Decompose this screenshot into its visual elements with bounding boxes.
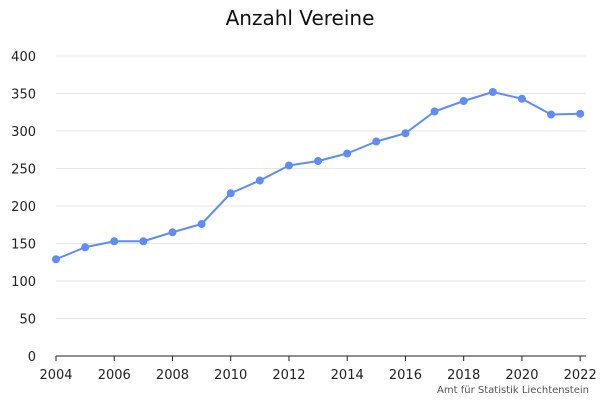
data-point bbox=[81, 243, 90, 252]
x-tick-label: 2006 bbox=[98, 368, 131, 383]
x-tick-label: 2022 bbox=[564, 368, 597, 383]
chart-title: Anzahl Vereine bbox=[225, 6, 375, 30]
series-line bbox=[55, 91, 581, 261]
source-note: Amt für Statistik Liechtenstein bbox=[437, 385, 589, 396]
y-tick-label: 0 bbox=[28, 350, 36, 365]
data-point bbox=[284, 161, 293, 170]
x-tick-label: 2016 bbox=[389, 368, 422, 383]
x-tick-label: 2004 bbox=[39, 368, 72, 383]
x-tick-label: 2018 bbox=[447, 368, 480, 383]
y-tick-label: 300 bbox=[11, 125, 36, 140]
y-tick-label: 200 bbox=[11, 200, 36, 215]
data-point bbox=[139, 237, 148, 246]
data-point bbox=[430, 107, 439, 116]
x-tick-label: 2010 bbox=[214, 368, 247, 383]
data-point bbox=[168, 228, 177, 237]
data-point bbox=[314, 157, 323, 165]
data-series bbox=[52, 88, 585, 264]
data-point bbox=[459, 97, 468, 105]
data-point bbox=[401, 129, 410, 138]
data-point bbox=[197, 220, 206, 228]
data-point bbox=[255, 176, 264, 185]
y-tick-label: 100 bbox=[11, 275, 36, 290]
y-tick-label: 50 bbox=[19, 313, 36, 328]
data-point bbox=[547, 110, 556, 119]
data-point bbox=[488, 88, 497, 96]
y-tick-label: 250 bbox=[11, 163, 36, 178]
x-tick-label: 2008 bbox=[156, 368, 189, 383]
x-tick-label: 2014 bbox=[331, 368, 364, 383]
y-tick-label: 400 bbox=[11, 50, 36, 65]
data-point bbox=[226, 189, 235, 198]
axes bbox=[55, 355, 586, 361]
x-tick-labels: 2004 2006 2008 2010 2012 2014 2016 2018 2020 2022 bbox=[39, 368, 596, 383]
y-tick-label: 150 bbox=[11, 238, 36, 253]
data-point bbox=[343, 149, 352, 158]
data-point bbox=[52, 255, 60, 264]
y-tick-labels: 0 50 100 150 200 250 300 350 400 bbox=[11, 50, 36, 365]
data-point bbox=[110, 237, 119, 246]
y-tick-label: 350 bbox=[11, 88, 36, 103]
x-tick-label: 2020 bbox=[505, 368, 538, 383]
data-point bbox=[372, 137, 381, 146]
data-point bbox=[517, 94, 526, 103]
data-point bbox=[576, 109, 585, 118]
x-tick-label: 2012 bbox=[272, 368, 305, 383]
